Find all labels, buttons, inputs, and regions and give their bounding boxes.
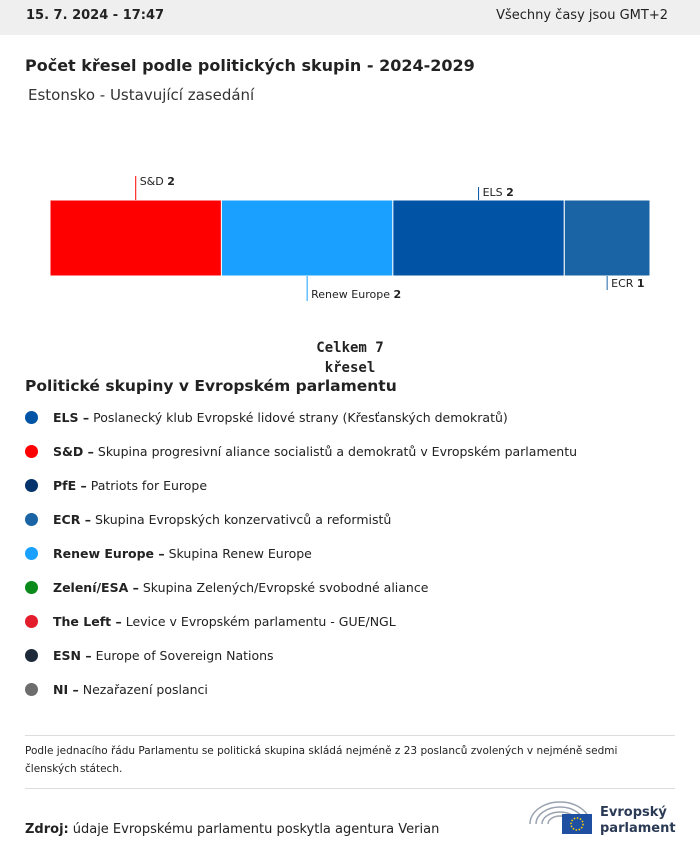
footnote: Podle jednacího řádu Parlamentu se polit… — [25, 745, 618, 775]
segment-label: S&D 2 — [140, 175, 175, 188]
legend-dot — [25, 444, 38, 458]
separator — [25, 735, 675, 736]
legend-dot — [25, 478, 38, 492]
legend-item: ELS – Poslanecký klub Evropské lidové str… — [25, 407, 508, 427]
title: Počet křesel podle politických skupin - … — [25, 56, 475, 75]
timezone: Všechny časy jsou GMT+2 — [496, 8, 668, 23]
legend-text: Poslanecký klub Evropské lidové strany (… — [93, 409, 508, 425]
segment-name: S&D — [140, 175, 164, 188]
legend-text: Europe of Sovereign Nations — [95, 647, 274, 663]
legend-abbr: The Left – — [53, 613, 122, 629]
bar-segment — [392, 199, 565, 277]
source-text: údaje Evropskému parlamentu poskytla age… — [72, 822, 440, 837]
segment-name: Renew Europe — [311, 288, 390, 301]
legend-dot — [25, 580, 38, 594]
segment-name: ELS — [483, 186, 503, 199]
legend-dot — [25, 648, 38, 662]
total-seats: Celkem 7 křesel — [316, 340, 384, 376]
legend-item: The Left – Levice v Evropském parlamentu … — [25, 611, 396, 631]
legend-abbr: ECR – — [53, 511, 91, 527]
segment-label: ECR 1 — [611, 277, 644, 290]
date: 15. 7. 2024 - 17:47 — [26, 8, 165, 23]
bar-segment — [49, 199, 222, 277]
legend-abbr: PfE – — [53, 477, 87, 493]
legend-abbr: ESN – — [53, 647, 92, 663]
legend-abbr: Zelení/ESA – — [53, 579, 139, 595]
legend-text: Skupina Zelených/Evropské svobodné alian… — [142, 579, 429, 595]
legend-text: Levice v Evropském parlamentu - GUE/NGL — [125, 613, 396, 629]
legend-dot — [25, 682, 38, 696]
legend-item: S&D – Skupina progresivní aliance sociali… — [25, 441, 577, 461]
source-label: Zdroj: — [25, 822, 69, 837]
legend-item: Renew Europe – Skupina Renew Europe — [25, 543, 312, 563]
legend-text: Skupina progresivní aliance socialistů a… — [97, 443, 578, 459]
legend-text: Patriots for Europe — [90, 477, 208, 493]
legend-dot — [25, 512, 38, 526]
legend-text: Skupina Renew Europe — [168, 545, 312, 561]
logo-mark — [529, 801, 592, 834]
legend-item: PfE – Patriots for Europe — [25, 475, 207, 495]
bar-segment — [563, 199, 651, 277]
logo-text: Evropský parlament — [600, 805, 676, 836]
legend-text: Nezařazení poslanci — [82, 681, 208, 697]
legend-abbr: NI – — [53, 681, 79, 697]
segment-value: 2 — [393, 288, 401, 301]
separator — [25, 788, 675, 789]
segment-value: 2 — [506, 186, 514, 199]
segment-label: Renew Europe 2 — [311, 288, 401, 301]
segment-value: 2 — [167, 175, 175, 188]
legend-item: Zelení/ESA – Skupina Zelených/Evropské sv… — [25, 577, 428, 597]
legend-item: NI – Nezařazení poslanci — [25, 679, 208, 699]
legend-abbr: Renew Europe – — [53, 545, 165, 561]
source: Zdroj: údaje Evropskému parlamentu poskyt… — [25, 822, 439, 837]
legend-abbr: ELS – — [53, 409, 90, 425]
legend-dot — [25, 546, 38, 560]
segment-value: 1 — [637, 277, 645, 290]
legend-dot — [25, 614, 38, 628]
legend-item: ESN – Europe of Sovereign Nations — [25, 645, 274, 665]
subtitle: Estonsko - Ustavující zasedání — [28, 86, 255, 104]
bar-segment — [220, 199, 394, 277]
legend-text: Skupina Evropských konzervativců a refor… — [94, 511, 392, 527]
legend-title: Politické skupiny v Evropském parlamentu — [25, 377, 397, 395]
segment-label: ELS 2 — [483, 186, 514, 199]
segment-name: ECR — [611, 277, 634, 290]
legend-item: ECR – Skupina Evropských konzervativců a … — [25, 509, 391, 529]
top-bar — [0, 0, 700, 35]
legend-abbr: S&D – — [53, 443, 94, 459]
legend-dot — [25, 410, 38, 424]
